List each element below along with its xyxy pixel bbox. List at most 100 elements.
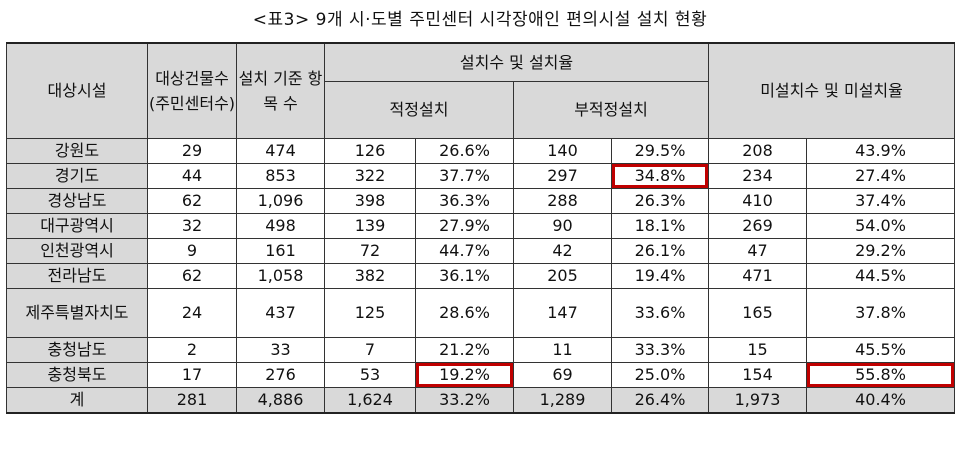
uninstalled-rate-cell: 29.2% xyxy=(806,237,956,264)
table-row: 충청남도 2 33 7 21.2% 11 33.3% 15 45.5% xyxy=(6,336,956,363)
building-count-cell: 62 xyxy=(147,187,237,214)
building-count-cell: 24 xyxy=(147,287,237,338)
improper-rate-cell: 25.0% xyxy=(610,361,710,388)
region-cell: 제주특별자치도 xyxy=(6,287,148,338)
proper-rate-cell: 44.7% xyxy=(415,237,514,264)
header-installed-group: 설치수 및 설치율 xyxy=(323,42,710,82)
region-cell: 경상남도 xyxy=(6,187,148,214)
criteria-items-cell: 474 xyxy=(236,137,325,164)
improper-count-cell: 288 xyxy=(513,187,612,214)
proper-count-cell: 53 xyxy=(324,361,416,388)
uninstalled-count-cell: 269 xyxy=(708,212,808,239)
proper-rate-cell: 26.6% xyxy=(415,137,514,164)
total-label: 계 xyxy=(6,386,148,413)
criteria-items-cell: 1,058 xyxy=(236,262,325,289)
criteria-items-cell: 276 xyxy=(236,361,325,388)
table-row: 경상남도 62 1,096 398 36.3% 288 26.3% 410 37.4% xyxy=(6,187,956,214)
improper-rate-cell: 26.3% xyxy=(610,187,710,214)
improper-rate-cell: 19.4% xyxy=(610,262,710,289)
improper-count-cell: 147 xyxy=(513,287,612,338)
proper-rate-cell: 19.2% xyxy=(415,361,514,388)
improper-count-cell: 90 xyxy=(513,212,612,239)
proper-count-cell: 126 xyxy=(324,137,416,164)
improper-count-cell: 140 xyxy=(513,137,612,164)
region-cell: 충청남도 xyxy=(6,336,148,363)
region-cell: 경기도 xyxy=(6,162,148,189)
table-row: 경기도 44 853 322 37.7% 297 34.8% 234 27.4% xyxy=(6,162,956,189)
region-cell: 전라남도 xyxy=(6,262,148,289)
uninstalled-rate-cell: 44.5% xyxy=(806,262,956,289)
criteria-items-cell: 1,096 xyxy=(236,187,325,214)
improper-count-cell: 205 xyxy=(513,262,612,289)
total-building-count-cell: 281 xyxy=(147,386,237,413)
improper-count-cell: 69 xyxy=(513,361,612,388)
uninstalled-rate-cell: 54.0% xyxy=(806,212,956,239)
proper-count-cell: 322 xyxy=(324,162,416,189)
proper-rate-cell: 36.1% xyxy=(415,262,514,289)
uninstalled-count-cell: 47 xyxy=(708,237,808,264)
building-count-cell: 29 xyxy=(147,137,237,164)
total-uninstalled-rate-cell: 40.4% xyxy=(806,386,956,413)
uninstalled-rate-cell: 27.4% xyxy=(806,162,956,189)
header-proper: 적정설치 xyxy=(324,80,514,139)
uninstalled-count-cell: 208 xyxy=(708,137,808,164)
criteria-items-cell: 161 xyxy=(236,237,325,264)
total-row: 계 281 4,886 1,624 33.2% 1,289 26.4% 1,973 40.4% xyxy=(6,386,956,413)
table-row: 전라남도 62 1,058 382 36.1% 205 19.4% 471 44.5% xyxy=(6,262,956,289)
uninstalled-count-cell: 165 xyxy=(708,287,808,338)
table-body: 강원도 29 474 126 26.6% 140 29.5% 208 43.9% 경기도 44 853… xyxy=(6,137,956,413)
region-cell: 충청북도 xyxy=(6,361,148,388)
proper-rate-cell: 36.3% xyxy=(415,187,514,214)
building-count-cell: 17 xyxy=(147,361,237,388)
header-criteria-items: 설치 기준 항목 수 xyxy=(236,42,325,139)
improper-count-cell: 42 xyxy=(513,237,612,264)
header-uninstalled-group: 미설치수 및 미설치율 xyxy=(708,42,956,139)
proper-count-cell: 382 xyxy=(324,262,416,289)
building-count-cell: 62 xyxy=(147,262,237,289)
table-row: 충청북도 17 276 53 19.2% 69 25.0% 154 55.8% xyxy=(6,361,956,388)
header-improper: 부적정설치 xyxy=(512,80,710,139)
improper-rate-cell: 26.1% xyxy=(610,237,710,264)
table-title: <표3> 9개 시·도별 주민센터 시각장애인 편의시설 설치 현황 xyxy=(252,10,708,30)
uninstalled-count-cell: 15 xyxy=(708,336,808,363)
uninstalled-count-cell: 234 xyxy=(708,162,808,189)
criteria-items-cell: 853 xyxy=(236,162,325,189)
proper-count-cell: 398 xyxy=(324,187,416,214)
proper-rate-cell: 21.2% xyxy=(415,336,514,363)
total-criteria-items-cell: 4,886 xyxy=(236,386,325,413)
building-count-cell: 32 xyxy=(147,212,237,239)
facility-table: 대상시설 대상건물수(주민센터수) 설치 기준 항목 수 설치수 및 설치율 미… xyxy=(6,42,956,414)
total-proper-count-cell: 1,624 xyxy=(324,386,416,413)
proper-count-cell: 125 xyxy=(324,287,416,338)
region-cell: 대구광역시 xyxy=(6,212,148,239)
region-cell: 인천광역시 xyxy=(6,237,148,264)
table-row: 대구광역시 32 498 139 27.9% 90 18.1% 269 54.0% xyxy=(6,212,956,239)
uninstalled-count-cell: 154 xyxy=(708,361,808,388)
uninstalled-rate-cell: 45.5% xyxy=(806,336,956,363)
uninstalled-rate-cell: 37.8% xyxy=(806,287,956,338)
proper-rate-cell: 27.9% xyxy=(415,212,514,239)
table-row: 강원도 29 474 126 26.6% 140 29.5% 208 43.9% xyxy=(6,137,956,164)
total-uninstalled-count-cell: 1,973 xyxy=(708,386,808,413)
uninstalled-rate-cell: 55.8% xyxy=(806,361,956,388)
table-row: 인천광역시 9 161 72 44.7% 42 26.1% 47 29.2% xyxy=(6,237,956,264)
improper-rate-cell: 33.3% xyxy=(610,336,710,363)
uninstalled-rate-cell: 43.9% xyxy=(806,137,956,164)
uninstalled-count-cell: 410 xyxy=(708,187,808,214)
uninstalled-count-cell: 471 xyxy=(708,262,808,289)
building-count-cell: 9 xyxy=(147,237,237,264)
region-cell: 강원도 xyxy=(6,137,148,164)
header-target-facility: 대상시설 xyxy=(6,42,148,139)
improper-rate-cell: 18.1% xyxy=(610,212,710,239)
building-count-cell: 2 xyxy=(147,336,237,363)
total-improper-count-cell: 1,289 xyxy=(513,386,612,413)
building-count-cell: 44 xyxy=(147,162,237,189)
proper-count-cell: 139 xyxy=(324,212,416,239)
improper-count-cell: 297 xyxy=(513,162,612,189)
proper-rate-cell: 37.7% xyxy=(415,162,514,189)
proper-count-cell: 7 xyxy=(324,336,416,363)
improper-rate-cell: 29.5% xyxy=(610,137,710,164)
criteria-items-cell: 33 xyxy=(236,336,325,363)
proper-count-cell: 72 xyxy=(324,237,416,264)
total-improper-rate-cell: 26.4% xyxy=(610,386,710,413)
